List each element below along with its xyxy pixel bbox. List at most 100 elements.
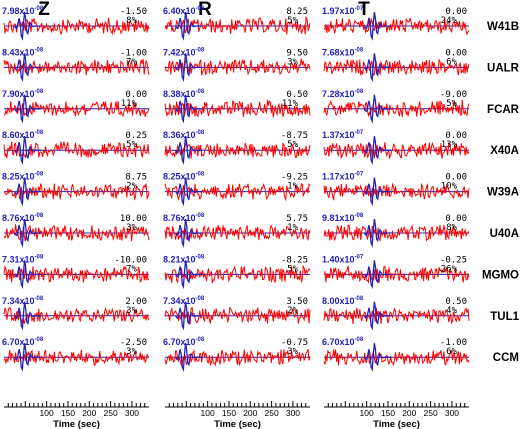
amplitude-exponent: -08 [35,213,44,219]
time-shift: -0.25 [440,255,467,265]
observed-pulse [14,301,42,331]
amplitude-mantissa: 1.97x10 [322,6,355,16]
panel-ccm-z: 6.70x10-08 -2.503% [2,337,150,372]
amplitude-mantissa: 7.34x10 [2,296,35,306]
variance-reduction: 3% [287,347,298,357]
observed-pulse [175,11,203,41]
amplitude-exponent: -08 [35,130,44,136]
amplitude-label: 8.60x10-08 [2,130,44,140]
variance-reduction: 4% [446,306,457,316]
amplitude-exponent: -08 [35,6,44,12]
observed-pulse [175,260,203,290]
panel-ualr-t: 7.68x10-08 0.006% [322,47,470,83]
panel-ccm-r: 6.70x10-08 -0.753% [163,337,311,372]
amplitude-label: 7.31x10-08 [2,254,44,264]
station-label-ccm: CCM [493,352,519,364]
amplitude-exponent: -07 [355,172,364,178]
station-label-x40a: X40A [490,145,519,157]
amplitude-exponent: -08 [355,337,364,343]
variance-reduction: 11% [121,99,138,109]
component-title-z: Z [38,0,50,20]
panel-ualr-z: 8.43x10-08 -1.007% [2,47,150,83]
panel-u40a-t: 9.81x10-08 0.008% [322,213,470,248]
amplitude-label: 1.37x10-07 [322,130,364,140]
observed-pulse [363,94,391,124]
amplitude-mantissa: 7.68x10 [322,47,355,57]
tick-label: 150 [222,408,236,418]
observed-pulse [14,260,42,290]
amplitude-exponent: -08 [196,172,205,178]
time-shift: 0.00 [445,7,467,17]
amplitude-mantissa: 8.76x10 [2,213,35,223]
panel-w41b-z: 7.98x10-08 -1.508% [2,6,150,41]
observed-pulse [14,53,42,83]
variance-reduction: 3% [126,223,137,233]
time-shift: 2.00 [125,297,147,307]
variance-reduction: 8% [446,223,457,233]
synthetic-trace [3,58,150,76]
time-shift: -0.75 [281,338,308,348]
panel-u40a-z: 8.76x10-08 10.003% [2,213,150,248]
synthetic-trace [323,224,470,243]
observed-pulse [363,301,391,331]
observed-pulse [363,343,391,372]
station-labels: W41B UALR FCAR X40A W39A U40A MGMO TUL1 CCM [482,21,520,364]
time-shift: 3.50 [286,297,308,307]
amplitude-exponent: -08 [35,89,44,95]
amplitude-exponent: -08 [35,296,44,302]
amplitude-label: 8.36x10-08 [163,130,205,140]
panel-x40a-z: 8.60x10-08 0.255% [2,130,150,165]
panel-u40a-r: 8.76x10-08 5.751% [163,213,311,248]
waveform-panels: 7.98x10-08 -1.508%6.40x10-08 8.255%1.97x10… [2,6,470,372]
observed-pulse [175,301,203,331]
variance-reduction: 2% [287,306,298,316]
time-shift: 8.75 [125,173,147,183]
amplitude-label: 7.42x10-08 [163,47,205,57]
tick-label: 200 [82,408,96,418]
time-shift: 0.50 [286,90,308,100]
amplitude-exponent: -07 [355,254,364,260]
synthetic-trace [323,17,470,36]
amplitude-label: 8.25x10-08 [2,172,44,182]
synthetic-trace [164,349,311,367]
observed-pulse [175,218,203,248]
station-label-w39a: W39A [487,187,519,199]
x-axis-label: Time (sec) [214,419,261,429]
amplitude-exponent: -08 [355,296,364,302]
observed-pulse [363,136,391,165]
amplitude-mantissa: 8.00x10 [322,296,355,306]
synthetic-trace [3,141,150,159]
variance-reduction: 1% [287,182,298,192]
time-shift: -10.00 [114,255,147,265]
amplitude-label: 8.00x10-08 [322,296,364,306]
amplitude-exponent: -08 [355,47,364,53]
amplitude-label: 1.97x10-07 [322,6,364,16]
amplitude-label: 6.70x10-08 [163,337,205,347]
amplitude-label: 8.76x10-08 [163,213,205,223]
panel-tul1-t: 8.00x10-08 0.504% [322,296,470,331]
synthetic-trace [3,17,150,36]
observed-pulse [14,94,42,124]
variance-reduction: 13% [441,140,458,150]
synthetic-trace [3,224,150,242]
time-shift: 0.00 [445,173,467,183]
tick-label: 150 [61,408,75,418]
synthetic-trace [323,349,470,367]
amplitude-exponent: -08 [35,254,44,260]
tick-label: 200 [402,408,416,418]
amplitude-mantissa: 8.38x10 [163,89,196,99]
observed-pulse [363,11,391,41]
synthetic-trace [164,182,311,202]
amplitude-label: 6.70x10-08 [322,337,364,347]
panel-x40a-r: 8.36x10-08 -8.755% [163,130,311,165]
amplitude-exponent: -08 [355,89,364,95]
synthetic-trace [323,58,470,77]
observed-pulse [175,177,203,207]
time-shift: 0.25 [125,131,147,141]
time-shift: -1.00 [440,338,467,348]
component-title-t: T [358,0,370,20]
